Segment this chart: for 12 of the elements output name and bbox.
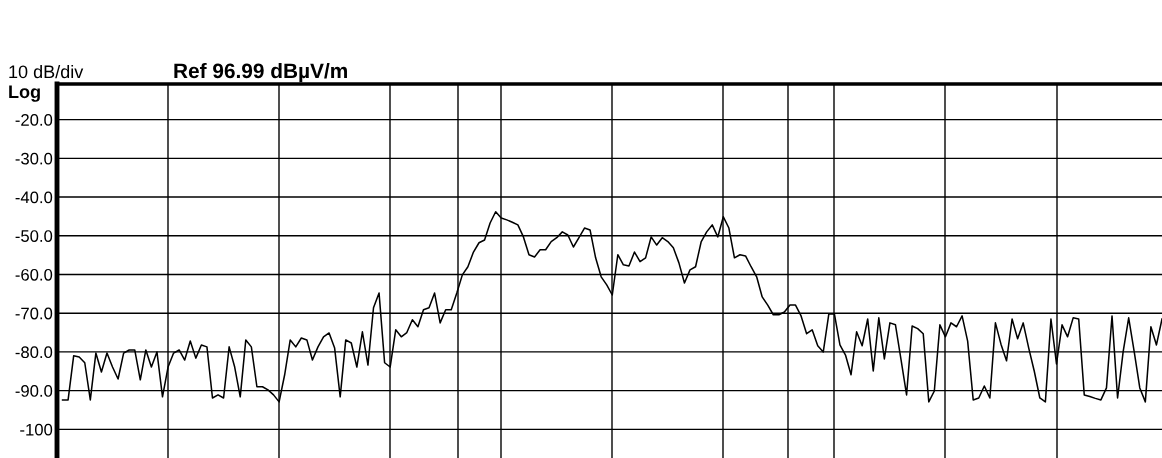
y-tick-label: -50.0 (15, 230, 53, 242)
y-tick-label: -30.0 (15, 152, 53, 165)
y-tick-label: -60.0 (15, 268, 53, 281)
text: Log (9, 85, 40, 102)
y-tick-label: -70.0 (15, 307, 53, 320)
y-tick-label: -100 (20, 423, 53, 436)
y-tick-label: -40.0 (15, 191, 53, 204)
text: 10 dB/div (9, 64, 84, 79)
y-tick-label: -90.0 (15, 385, 53, 397)
y-tick-label: -20.0 (15, 114, 53, 126)
chart-title: Ref 96.99 dBµV/m (174, 62, 347, 83)
y-tick-label: -80.0 (15, 346, 53, 359)
